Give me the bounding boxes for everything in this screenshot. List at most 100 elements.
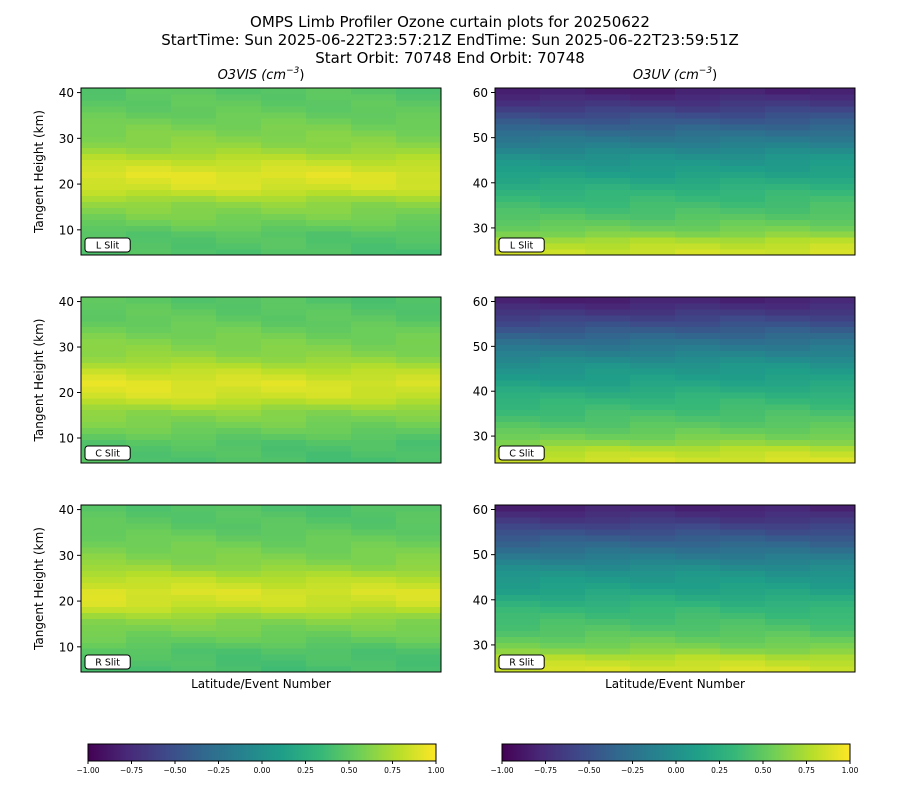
heatmap-cell [261, 570, 307, 578]
heatmap-cell [675, 564, 721, 572]
heatmap-cell [351, 451, 397, 458]
heatmap-cell [810, 666, 856, 673]
heatmap-cell [216, 421, 262, 429]
heatmap-cell [495, 356, 541, 363]
heatmap-cell [720, 660, 766, 667]
heatmap-cell [396, 195, 442, 202]
heatmap-cell [585, 600, 631, 607]
heatmap-cell [261, 326, 307, 334]
heatmap-cell [765, 421, 811, 429]
heatmap-cell [216, 189, 262, 196]
heatmap-cell [630, 600, 676, 607]
heatmap-cell [585, 183, 631, 190]
heatmap-cell [630, 546, 676, 554]
heatmap-cell [306, 350, 352, 357]
heatmap-cell [81, 397, 127, 405]
heatmap-cell [585, 546, 631, 554]
heatmap-cell [81, 433, 127, 440]
heatmap-cell [675, 391, 721, 399]
heatmap-cell [720, 189, 766, 196]
heatmap-cell [765, 243, 811, 250]
heatmap-cell [81, 582, 127, 590]
heatmap-cell [351, 654, 397, 661]
heatmap-cell [720, 225, 766, 232]
heatmap-cell [810, 219, 856, 226]
heatmap-cell [495, 439, 541, 446]
heatmap-cell [396, 356, 442, 363]
heatmap-cell [495, 368, 541, 375]
heatmap-cell [810, 189, 856, 196]
heatmap-cell [216, 516, 262, 524]
heatmap-cell [351, 308, 397, 316]
heatmap-cell [81, 570, 127, 578]
heatmap-cell [126, 302, 172, 310]
heatmap-cell [540, 630, 586, 637]
heatmap-cell [630, 105, 676, 113]
heatmap-cell [630, 445, 676, 452]
heatmap-cell [765, 558, 811, 566]
y-tick-label: 30 [59, 549, 74, 563]
slit-label: R Slit [509, 658, 534, 669]
colorbar-tick-label: 1.00 [842, 766, 859, 775]
heatmap-cell [216, 409, 262, 417]
heatmap-cell [261, 445, 307, 452]
heatmap-cell [171, 368, 217, 375]
heatmap-cell [630, 415, 676, 423]
heatmap-cell [720, 356, 766, 363]
heatmap-cell [216, 564, 262, 572]
heatmap-cell [396, 111, 442, 119]
heatmap-cell [216, 385, 262, 393]
heatmap-cell [396, 374, 442, 381]
heatmap-cell [495, 374, 541, 381]
heatmap-cell [495, 314, 541, 322]
heatmap-cell [216, 356, 262, 363]
heatmap-cell [495, 630, 541, 637]
heatmap-cell [261, 451, 307, 458]
heatmap-cell [216, 534, 262, 542]
heatmap-cell [765, 576, 811, 584]
heatmap-cell [351, 570, 397, 578]
heatmap-cell [810, 618, 856, 625]
heatmap-cell [810, 660, 856, 667]
heatmap-cell [171, 534, 217, 542]
heatmap-cell [126, 451, 172, 458]
heatmap-cell [261, 415, 307, 423]
heatmap-cell [720, 546, 766, 554]
heatmap-cell [351, 350, 397, 357]
heatmap-cell [585, 457, 631, 464]
heatmap-cell [495, 576, 541, 584]
plot-frame [494, 504, 856, 673]
heatmap-cell [306, 648, 352, 655]
heatmap-cell [126, 231, 172, 238]
heatmap-cell [261, 189, 307, 196]
heatmap-cell [261, 368, 307, 375]
heatmap-cell [126, 516, 172, 524]
heatmap-cell [540, 546, 586, 554]
heatmap-cell [306, 534, 352, 542]
heatmap-cell [171, 231, 217, 238]
y-tick-label: 20 [59, 178, 74, 192]
heatmap-cell [540, 249, 586, 256]
heatmap-cell [720, 588, 766, 596]
heatmap-cell [126, 171, 172, 179]
heatmap-cell [495, 427, 541, 434]
y-tick-label: 30 [473, 221, 488, 235]
heatmap-cell [396, 88, 442, 95]
heatmap-cell [396, 243, 442, 250]
heatmap-cell [216, 201, 262, 208]
panel-title: O3VIS (cm−3) [218, 66, 305, 83]
slit-label: C Slit [509, 449, 534, 460]
heatmap-cell [630, 380, 676, 387]
heatmap-cell [630, 165, 676, 173]
heatmap-cell [171, 421, 217, 429]
heatmap-cell [81, 189, 127, 196]
heatmap-cell [540, 439, 586, 446]
heatmap-cell [261, 213, 307, 220]
heatmap-cell [585, 105, 631, 113]
heatmap-cell [630, 522, 676, 530]
heatmap-cell [630, 320, 676, 328]
heatmap-cell [495, 231, 541, 238]
heatmap-cell [351, 129, 397, 137]
heatmap-cell [396, 427, 442, 434]
heatmap-cell [495, 362, 541, 369]
